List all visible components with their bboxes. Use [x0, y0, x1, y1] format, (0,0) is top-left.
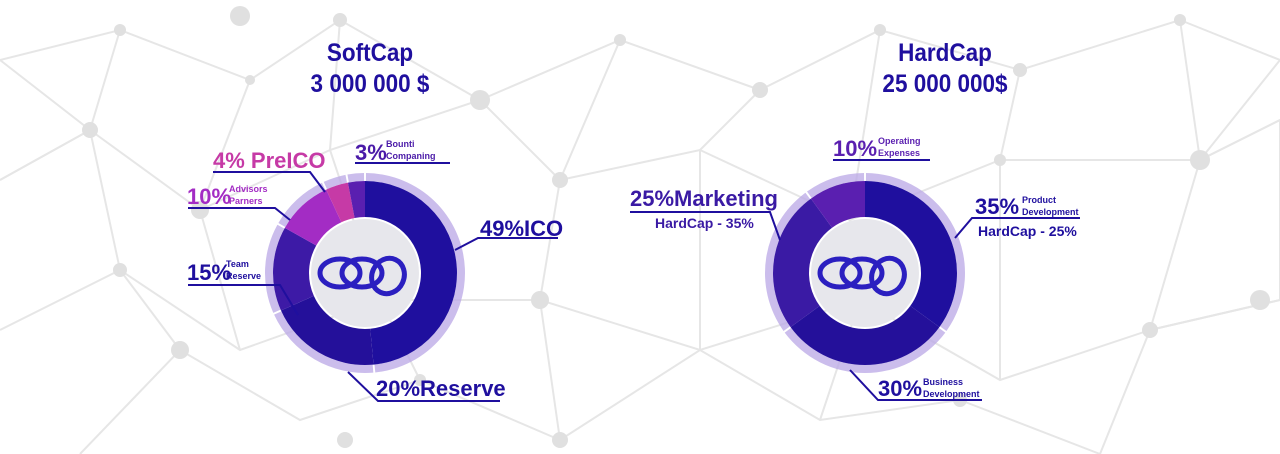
softcap-outer-ring-5	[347, 173, 365, 183]
hardcap-operating-line1: Operating	[878, 136, 921, 146]
softcap-slice-reserve	[280, 295, 374, 365]
hardcap-title: HardCap 25 000 000$	[810, 38, 1080, 100]
softcap-ico-label: 49%ICO	[480, 216, 563, 241]
hardcap-outer-ring-3	[807, 173, 865, 199]
softcap-logo-icon	[317, 255, 407, 297]
hardcap-heading: HardCap	[898, 39, 992, 67]
hardcap-operating-pct: 10%	[833, 136, 877, 161]
softcap-preico-label: 4% PreICO	[213, 148, 326, 173]
hardcap-slice-marketing	[773, 198, 833, 328]
softcap-donut-chart: 49%ICO 20%Reserve 15% Team Reserve 10% A…	[187, 139, 563, 402]
hardcap-operating-line2: Expenses	[878, 148, 920, 158]
softcap-heading: SoftCap	[326, 39, 414, 67]
hardcap-slice-business-development	[790, 305, 940, 365]
softcap-outer-ring-1	[274, 311, 374, 373]
hardcap-logo-icon	[817, 255, 907, 297]
hardcap-product-line1: Product	[1022, 195, 1056, 205]
softcap-team-line1: Team	[226, 259, 249, 269]
hardcap-business-line2: Development	[923, 389, 980, 399]
hardcap-product-pct: 35%	[975, 194, 1019, 219]
hardcap-business-pct: 30%	[878, 376, 922, 401]
softcap-reserve-label: 20%Reserve	[376, 376, 506, 401]
hardcap-center	[811, 219, 919, 327]
softcap-outer-ring-3	[278, 182, 326, 228]
hardcap-slice-operating-expenses	[810, 181, 865, 228]
hardcap-marketing-label: 25%Marketing	[630, 186, 778, 211]
softcap-advisors-line1: Advisors	[229, 184, 268, 194]
hardcap-slice-product-development	[865, 181, 957, 328]
softcap-advisors-pct: 10%	[187, 184, 231, 209]
hardcap-donut-chart: 35% Product Development HardCap - 25% 30…	[630, 136, 1080, 401]
softcap-team-pct: 15%	[187, 260, 231, 285]
softcap-slice-preico	[326, 182, 355, 223]
hardcap-business-line1: Business	[923, 377, 963, 387]
softcap-amount: 3 000 000 $	[310, 70, 430, 98]
softcap-slice-ico	[365, 181, 458, 365]
softcap-bounty-line2: Companing	[386, 151, 436, 161]
hardcap-outer-ring-0	[865, 173, 965, 331]
hardcap-outer-ring-1	[784, 327, 946, 373]
hardcap-product-sub: HardCap - 25%	[978, 223, 1077, 239]
hardcap-product-line2: Development	[1022, 207, 1079, 217]
softcap-advisors-line2: Parners	[229, 196, 263, 206]
softcap-slices	[265, 173, 466, 373]
softcap-slice-bounti-companing	[347, 181, 365, 218]
softcap-bounty-line1: Bounti	[386, 139, 415, 149]
hardcap-amount: 25 000 000$	[882, 70, 1008, 98]
softcap-outer-ring-4	[323, 174, 348, 190]
softcap-outer-ring-2	[265, 224, 285, 313]
softcap-title: SoftCap 3 000 000 $	[235, 38, 505, 100]
softcap-bounty-pct: 3%	[355, 140, 387, 165]
softcap-slice-advisors-parners	[284, 189, 342, 246]
softcap-team-line2: Reserve	[226, 271, 261, 281]
hardcap-marketing-sub: HardCap - 35%	[655, 215, 754, 231]
softcap-center	[311, 219, 419, 327]
